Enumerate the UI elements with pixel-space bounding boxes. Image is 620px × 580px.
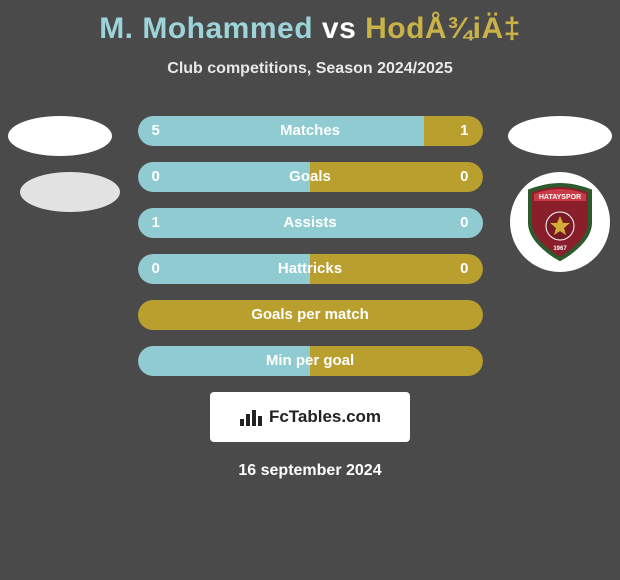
stat-label: Assists [138, 208, 483, 238]
stat-row: Goals per match [138, 300, 483, 330]
crest-year: 1967 [553, 246, 567, 252]
stat-value-left: 0 [152, 162, 160, 192]
date-text: 16 september 2024 [0, 462, 620, 480]
stat-value-left: 1 [152, 208, 160, 238]
comparison-title: M. Mohammed vs HodÅ¾iÄ‡ [0, 0, 620, 46]
stat-row: Assists1 0 [138, 208, 483, 238]
footer-logo: FcTables.com [239, 407, 381, 427]
vs-text: vs [322, 12, 356, 45]
stat-label: Matches [138, 116, 483, 146]
hatayspor-crest-icon: HATAYSPOR 1967 [526, 183, 594, 261]
stat-value-right: 0 [460, 208, 468, 238]
stat-value-right: 1 [460, 116, 468, 146]
player2-badge-placeholder [508, 116, 612, 156]
stats-rows: Matches51Goals00Assists10Hattricks00Goal… [138, 116, 483, 376]
player2-name: HodÅ¾iÄ‡ [365, 12, 521, 45]
stat-label: Min per goal [138, 346, 483, 376]
stat-row: Hattricks0 0 [138, 254, 483, 284]
stat-value-right: 0 [460, 254, 468, 284]
player1-club-placeholder [20, 172, 120, 212]
crest-text: HATAYSPOR [539, 194, 581, 201]
subtitle: Club competitions, Season 2024/2025 [0, 60, 620, 78]
stat-value-right: 0 [460, 162, 468, 192]
stat-row: Min per goal [138, 346, 483, 376]
footer-brand-text: FcTables.com [269, 407, 381, 427]
stat-value-left: 5 [152, 116, 160, 146]
player1-name: M. Mohammed [99, 12, 313, 45]
stat-label: Hattricks [138, 254, 483, 284]
stat-label: Goals per match [138, 300, 483, 330]
player2-club-crest: HATAYSPOR 1967 [510, 172, 610, 272]
content-area: HATAYSPOR 1967 Matches51Goals00Assists10… [0, 116, 620, 376]
footer-brand-box: FcTables.com [210, 392, 410, 442]
stat-value-left: 0 [152, 254, 160, 284]
bars-icon [239, 407, 265, 427]
stat-row: Goals0 0 [138, 162, 483, 192]
stat-row: Matches5 1 [138, 116, 483, 146]
player1-badge-placeholder [8, 116, 112, 156]
stat-label: Goals [138, 162, 483, 192]
